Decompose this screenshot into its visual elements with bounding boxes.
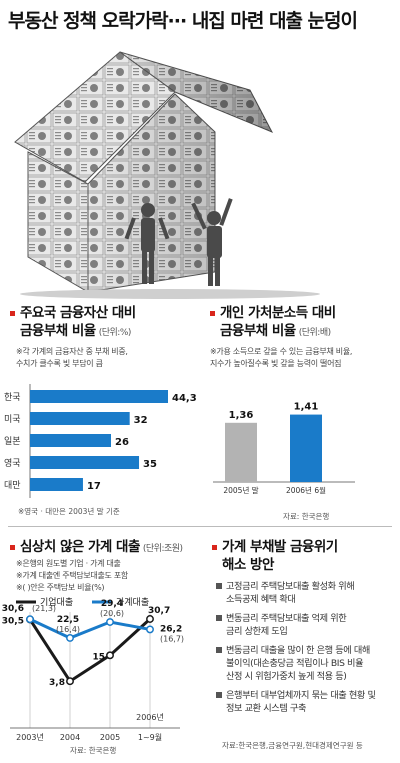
category-label: 2006년 6월 <box>286 485 326 495</box>
category-label: 2004 <box>60 733 80 742</box>
list-item: 변동금리 대출을 많이 한 은행 등에 대해 불이익(대손충당금 적립이나 BIS… <box>216 644 396 683</box>
bar <box>30 456 140 469</box>
value-label: 29,4 <box>101 599 123 609</box>
category-label: 2005 <box>100 733 120 742</box>
mortgage-share-label: (21,3) <box>32 604 56 613</box>
series-line <box>28 617 152 684</box>
data-point <box>26 615 34 624</box>
section2-note: ※가용 소득으로 갚을 수 있는 금융부채 비율, 지수가 높아질수록 빚 갚을… <box>210 347 353 368</box>
section1-footnote: ※영국 · 대만은 2003년 말 기준 <box>18 507 120 516</box>
square-bullet-icon <box>216 692 222 698</box>
category-label: 1~9월 <box>138 732 162 742</box>
bar <box>30 390 168 403</box>
value-label: 44,3 <box>172 393 197 404</box>
data-point <box>66 634 74 642</box>
category-label: 영국 <box>4 458 21 469</box>
category-label: 일본 <box>4 436 21 447</box>
value-label: 30,7 <box>148 606 170 616</box>
bar <box>30 478 83 491</box>
value-label: 1,41 <box>294 402 319 413</box>
section3-title: 심상치 않은 가계 대출 (단위:조원) <box>10 538 183 558</box>
section2-title: 개인 가처분소득 대비 금융부채 비율 (단위:배) <box>210 304 336 342</box>
section4-source: 자료:한국은행,금융연구원,현대경제연구원 등 <box>222 741 363 750</box>
data-point <box>146 625 154 634</box>
bar <box>30 434 111 447</box>
legend-label: 기업대출 <box>40 597 73 608</box>
red-bullet-icon <box>212 544 217 550</box>
category-label: 대만 <box>4 480 21 491</box>
value-label: 15 <box>92 652 105 662</box>
list-item: 변동금리 주택담보대출 억제 위한 금리 상한제 도입 <box>216 612 396 638</box>
list-item: 은행부터 대부업체까지 묶는 대출 현황 및 정보 교환 시스템 구축 <box>216 689 396 715</box>
value-label: 35 <box>143 459 157 470</box>
data-point <box>106 618 114 626</box>
value-label: 26 <box>115 437 129 448</box>
square-bullet-icon <box>216 615 222 621</box>
section3-notes: ※은행의 원도별 기업 · 가계 대출 ※가계 대출엔 주택담보대출도 포함 ※… <box>16 559 128 592</box>
page-title: 부동산 정책 오락가락··· 내집 마련 대출 눈덩이 <box>8 10 358 32</box>
data-point <box>146 615 154 623</box>
house-made-of-banknotes-icon <box>14 51 320 299</box>
section3-source: 자료: 한국은행 <box>70 745 116 755</box>
category-label: 한국 <box>4 392 21 403</box>
bar <box>290 414 322 482</box>
value-label: 30,5 <box>2 616 24 626</box>
bar <box>30 412 130 425</box>
mortgage-share-label: (16,4) <box>56 625 80 634</box>
mortgage-share-label: (16,7) <box>160 634 184 643</box>
mortgage-share-label: (20,6) <box>100 609 124 618</box>
value-label: 1,36 <box>229 410 254 421</box>
section2-source: 자료: 한국은행 <box>283 512 330 521</box>
financial-debt-ratio-chart: 한국 44,3 미국 32 일본 26 영국 35 대만 17 <box>4 384 197 498</box>
value-label: 22,5 <box>57 615 79 625</box>
legend-label: 가계대출 <box>116 596 149 608</box>
section1-title: 주요국 금융자산 대비 금융부채 비율 (단위:%) <box>10 304 136 342</box>
square-bullet-icon <box>216 647 222 653</box>
bar <box>225 422 257 482</box>
square-bullet-icon <box>216 583 222 589</box>
value-label: 26,2 <box>160 624 182 634</box>
disposable-income-debt-chart: 1,36 2005년 말 1,41 2006년 6월 <box>213 402 355 495</box>
data-point <box>66 677 74 686</box>
category-label: 2006년 <box>136 712 164 722</box>
data-point <box>106 651 114 660</box>
value-label: 32 <box>134 415 148 426</box>
red-bullet-icon <box>10 544 15 550</box>
value-label: 3,8 <box>49 678 65 688</box>
series-line <box>29 617 151 640</box>
red-bullet-icon <box>10 310 15 316</box>
solution-list: 고정금리 주택담보대출 활성화 위해 소득공제 혜택 확대 변동금리 주택담보대출… <box>216 580 396 715</box>
household-loan-line-chart: 기업대출 가계대출 30,5 3,8 15 30,7 30,6 22,5 29,4 26,2 (21… <box>2 596 184 755</box>
section1-note: ※각 가계의 금융자산 중 부채 비중, 수치가 클수록 빚 부담이 큼 <box>16 347 128 368</box>
category-label: 미국 <box>4 414 21 425</box>
red-bullet-icon <box>210 310 215 316</box>
list-item: 고정금리 주택담보대출 활성화 위해 소득공제 혜택 확대 <box>216 580 396 606</box>
section4-title: 가계 부채발 금융위기 해소 방안 <box>212 538 338 574</box>
category-label: 2005년 말 <box>223 485 258 495</box>
value-label: 30,6 <box>2 604 24 614</box>
category-label: 2003년 <box>16 732 44 742</box>
divider <box>8 526 392 527</box>
value-label: 17 <box>87 481 101 492</box>
